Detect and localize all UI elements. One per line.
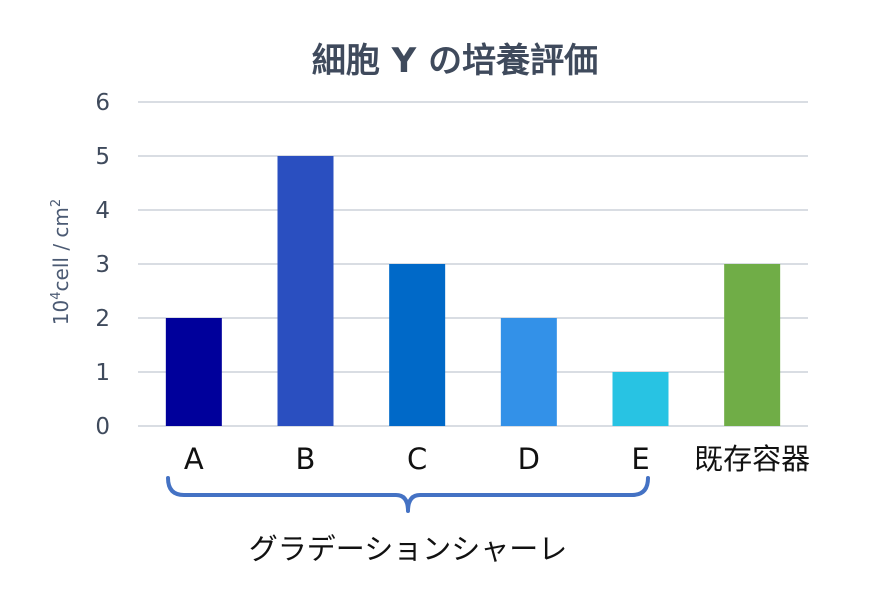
category-labels: A B C D E 既存容器 (184, 442, 810, 476)
y-tick-label: 5 (95, 144, 110, 170)
x-tick-label: A (184, 442, 204, 476)
x-tick-label: B (296, 442, 316, 476)
bar-3 (389, 264, 446, 426)
x-tick-label: 既存容器 (694, 442, 810, 476)
y-tick-label: 2 (95, 306, 110, 332)
y-tick-labels: 0 1 2 3 4 5 6 (95, 90, 110, 440)
x-tick-label: D (518, 442, 540, 476)
y-axis-label-unit: cell / cm (49, 207, 73, 291)
x-tick-label: C (407, 442, 427, 476)
bar-2 (277, 156, 334, 426)
y-tick-label: 0 (95, 414, 110, 440)
y-axis-label-exponent-2: 2 (49, 199, 64, 207)
bar-1 (165, 318, 222, 426)
y-axis-label: 104cell / cm2 (49, 199, 73, 325)
y-tick-label: 1 (95, 360, 110, 386)
y-axis-label-base: 10 (49, 300, 73, 325)
bar-5 (612, 372, 669, 426)
bar-4 (500, 318, 557, 426)
bars (165, 156, 781, 426)
y-tick-label: 4 (95, 198, 110, 224)
y-tick-label: 3 (95, 252, 110, 278)
y-tick-label: 6 (95, 90, 110, 116)
group-label: グラデーションシャーレ (249, 532, 567, 566)
x-tick-label: E (631, 442, 649, 476)
y-axis-label-exponent: 4 (49, 291, 64, 299)
gridlines (138, 101, 808, 427)
chart-title: 細胞 Y の培養評価 (312, 41, 598, 81)
bar-6 (724, 264, 781, 426)
group-brace (166, 476, 650, 513)
